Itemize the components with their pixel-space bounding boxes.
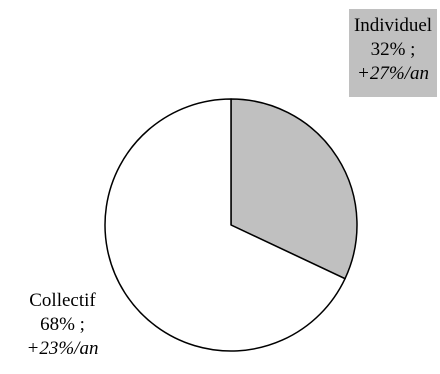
slice-growth-individuel: +27%/an (357, 63, 429, 84)
slice-growth-collectif: +23%/an (26, 338, 99, 359)
pie-slice-individuel (230, 98, 358, 280)
pie-slice-collectif (104, 98, 346, 352)
slice-label-collectif: Collectif 68% ; +23%/an (0, 289, 125, 361)
slice-name-individuel: Individuel (353, 15, 433, 36)
slice-label-individuel: Individuel 32% ; +27%/an (349, 9, 437, 97)
slice-share-individuel: 32% ; (370, 39, 416, 60)
slice-share-collectif: 68% ; (40, 314, 85, 335)
slice-name-collectif: Collectif (29, 290, 96, 311)
